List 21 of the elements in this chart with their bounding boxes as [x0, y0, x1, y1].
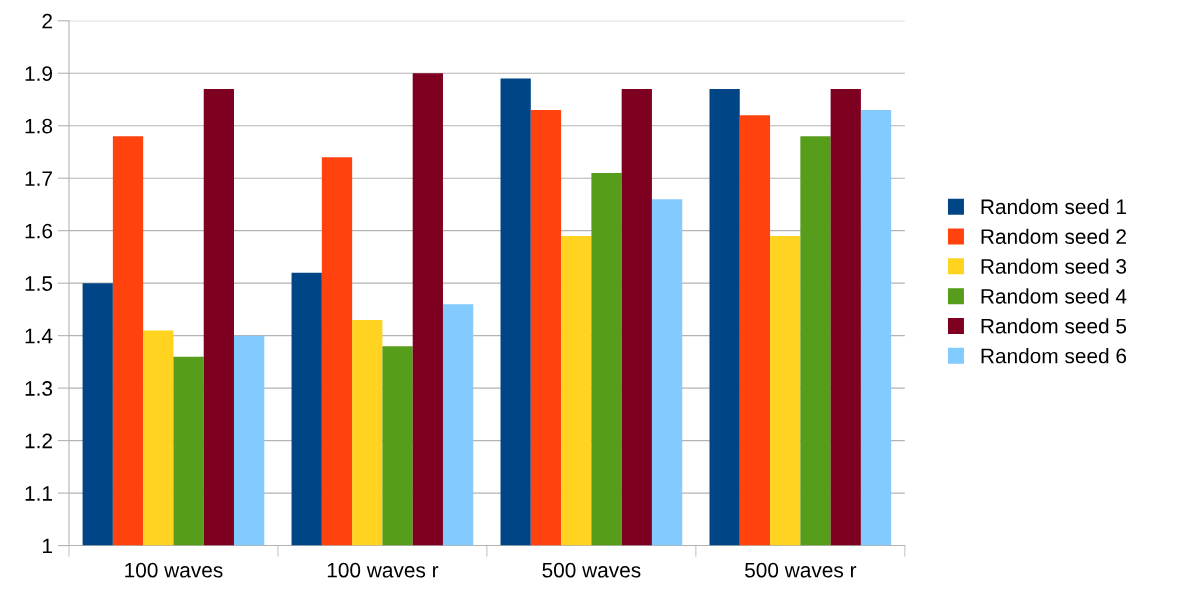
legend-label: Random seed 5	[981, 318, 1127, 334]
y-tick-label: 1.9	[25, 66, 53, 81]
y-tick-label: 1.7	[25, 171, 52, 186]
x-tick-label: 100 waves	[125, 562, 223, 578]
y-tick-label: 1.4	[25, 328, 53, 344]
y-tick-label: 1.6	[25, 223, 53, 239]
legend-label: Random seed 2	[981, 228, 1126, 244]
y-tick-label: 1.8	[25, 118, 53, 134]
y-tick-label: 1.5	[25, 276, 53, 291]
legend-label: Random seed 3	[981, 258, 1127, 274]
y-tick-label: 2	[42, 13, 52, 29]
y-tick-label: 1.3	[25, 381, 53, 396]
legend-label: Random seed 4	[981, 288, 1127, 304]
y-tick-label: 1.1	[25, 486, 52, 501]
y-tick-label: 1	[42, 538, 52, 554]
legend-label: Random seed 6	[981, 348, 1127, 364]
x-tick-label: 500 waves r	[745, 562, 857, 578]
x-tick-label: 500 waves	[542, 562, 641, 578]
legend-label: Random seed 1	[981, 198, 1126, 215]
y-tick-label: 1.2	[25, 433, 52, 449]
x-tick-label: 100 waves r	[327, 562, 439, 578]
